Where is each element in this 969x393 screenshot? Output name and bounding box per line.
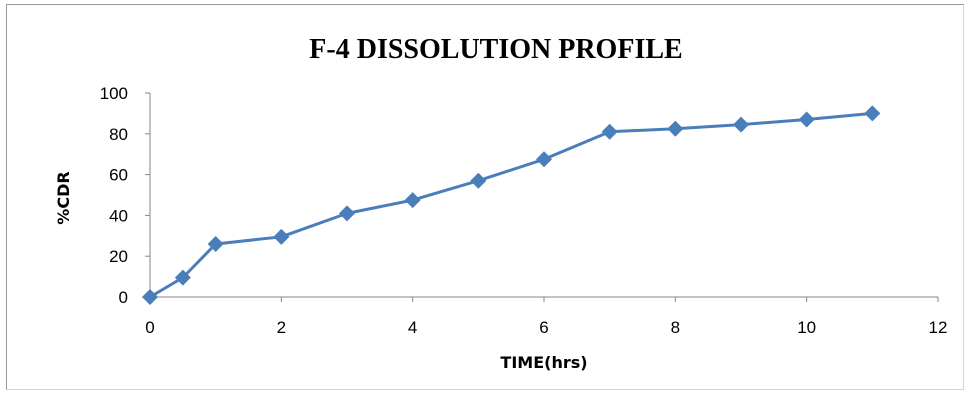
series-layer [142,105,881,305]
y-tick-label: 20 [109,247,128,266]
y-axis-ticks: 0 20 40 60 80 100 [100,84,150,307]
data-point-diamond [207,235,224,252]
x-tick-label: 4 [408,318,417,337]
data-point-diamond [174,269,191,286]
x-tick-label: 0 [145,318,154,337]
data-point-diamond [273,228,290,245]
x-tick-label: 8 [671,318,680,337]
data-point-diamond [470,172,487,189]
x-axis-ticks: 0 2 4 6 8 10 12 [145,297,947,337]
data-point-diamond [667,120,684,137]
data-point-diamond [142,289,158,305]
series-line [149,111,873,299]
chart-area [6,4,964,390]
y-tick-label: 100 [100,84,128,103]
data-point-diamond [733,116,749,133]
data-point-diamond [339,205,355,222]
y-tick-label: 60 [109,166,128,185]
y-tick-label: 80 [109,125,128,144]
y-axis-label: %CDR [54,171,73,224]
x-tick-label: 2 [277,318,286,337]
data-point-diamond [404,192,421,209]
y-tick-label: 40 [109,206,128,225]
x-axis-label: TIME(hrs) [500,353,587,372]
data-point-diamond [536,151,552,168]
y-tick-label: 0 [119,288,128,307]
x-tick-label: 12 [929,318,948,337]
axes [149,93,938,298]
data-point-diamond [864,105,881,122]
x-tick-label: 6 [539,318,548,337]
data-point-diamond [798,111,815,128]
data-point-diamond [601,123,618,140]
x-tick-label: 10 [797,318,816,337]
chart-title: F-4 DISSOLUTION PROFILE [309,34,682,65]
